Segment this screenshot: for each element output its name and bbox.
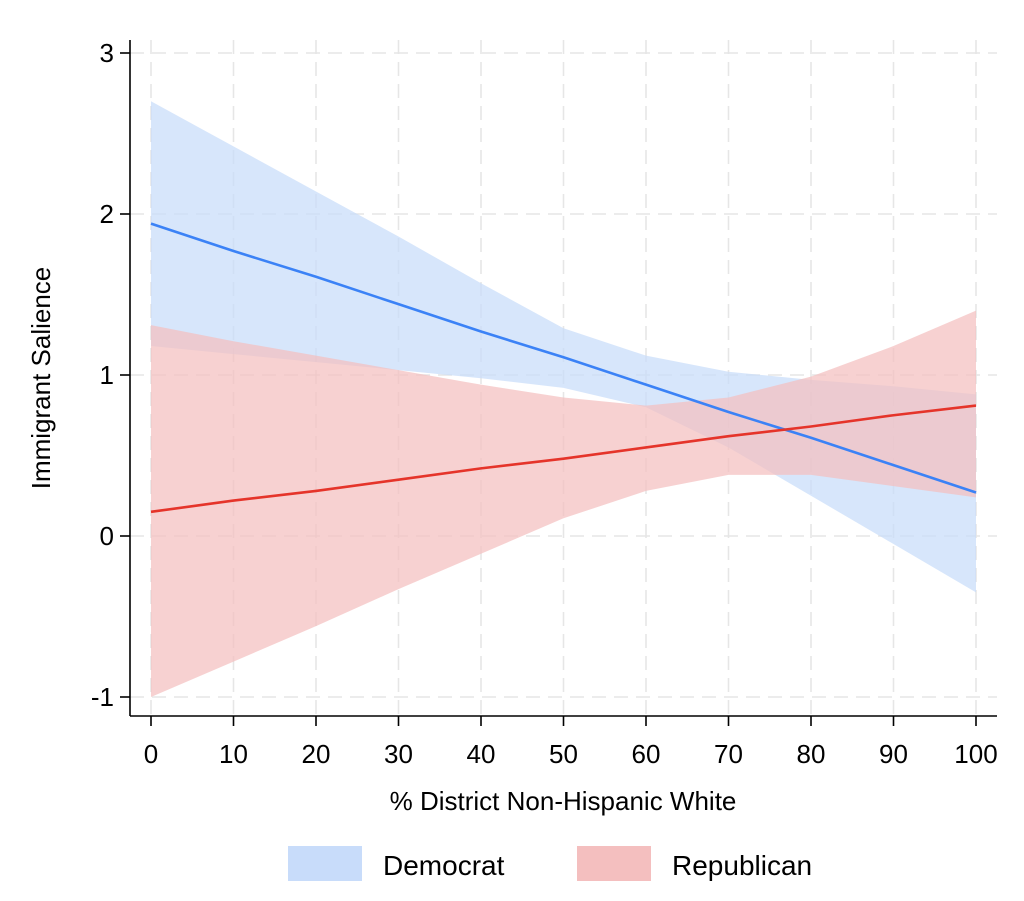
x-tick-label: 20	[302, 739, 331, 769]
x-tick-label: 100	[954, 739, 997, 769]
y-tick-label: 2	[100, 199, 114, 229]
y-axis-title: Immigrant Salience	[26, 267, 56, 490]
x-tick-label: 50	[549, 739, 578, 769]
fit-line-republican	[150, 404, 977, 514]
y-tick-label: -1	[91, 682, 114, 712]
y-ticks: -1 0 1 2 3	[91, 38, 130, 712]
x-ticks: 0 10 20 30 40 50 60 70 80 90 100	[144, 716, 998, 769]
y-tick-label: 1	[100, 360, 114, 390]
fit-lines	[150, 222, 977, 514]
fit-line-democrat	[150, 222, 977, 494]
x-tick-label: 40	[467, 739, 496, 769]
legend-swatch-republican	[577, 846, 651, 881]
y-tick-label: 0	[100, 521, 114, 551]
x-tick-label: 80	[797, 739, 826, 769]
x-axis-title: % District Non-Hispanic White	[390, 786, 737, 816]
ci-band-republican	[151, 310, 976, 697]
confidence-bands	[151, 101, 976, 697]
x-tick-label: 10	[219, 739, 248, 769]
legend-label-democrat: Democrat	[383, 850, 505, 881]
y-tick-label: 3	[100, 38, 114, 68]
x-tick-label: 60	[632, 739, 661, 769]
legend-label-republican: Republican	[672, 850, 812, 881]
x-tick-label: 30	[384, 739, 413, 769]
legend: Democrat Republican	[288, 846, 812, 881]
x-tick-label: 70	[714, 739, 743, 769]
x-tick-label: 90	[879, 739, 908, 769]
x-tick-label: 0	[144, 739, 158, 769]
legend-swatch-democrat	[288, 846, 362, 881]
